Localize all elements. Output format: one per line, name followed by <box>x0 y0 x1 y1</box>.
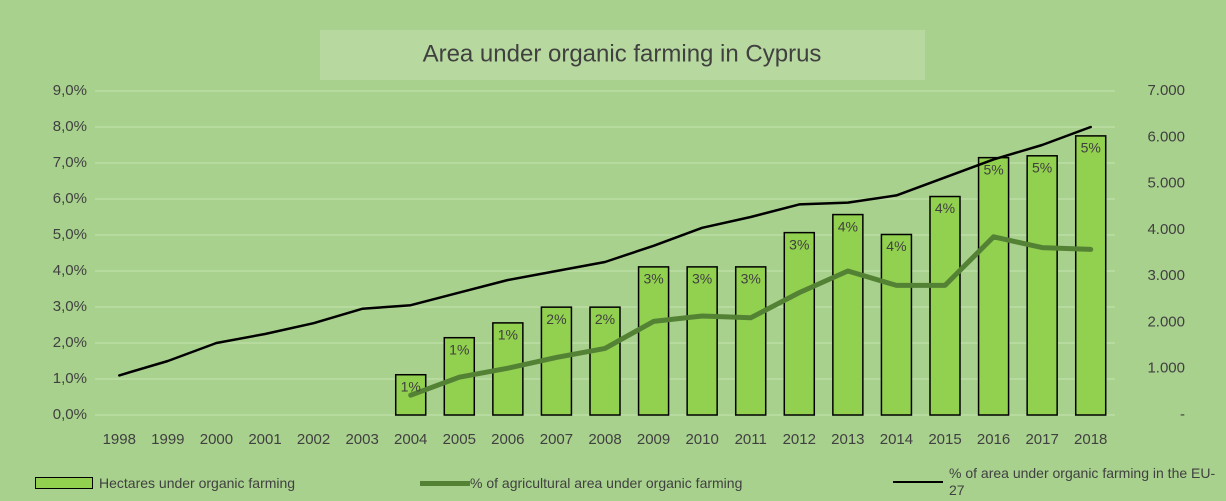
y-tick-label: 1,0% <box>53 370 87 387</box>
x-tick-label: 2017 <box>1025 431 1058 448</box>
x-tick-label: 2004 <box>394 431 427 448</box>
x-tick-label: 2013 <box>831 431 864 448</box>
y2-tick-label: 2.000 <box>1147 313 1185 330</box>
y2-tick-label: 5.000 <box>1147 175 1185 192</box>
x-tick-label: 2002 <box>297 431 330 448</box>
legend-swatch <box>420 480 470 486</box>
bar <box>1074 135 1107 416</box>
x-tick-label: 2005 <box>443 431 476 448</box>
y2-tick-label: 6.000 <box>1147 128 1185 145</box>
data-label: 3% <box>692 271 712 287</box>
x-tick-label: 2008 <box>588 431 621 448</box>
legend-item: % of area under organic farming in the E… <box>893 462 1219 501</box>
x-tick-label: 2011 <box>735 431 767 448</box>
legend-label: % of agricultural area under organic far… <box>470 475 743 491</box>
x-tick-label: 2009 <box>637 431 670 448</box>
bar <box>1026 155 1058 416</box>
line-series <box>118 125 1092 377</box>
y2-tick-label: 1.000 <box>1147 360 1185 377</box>
y-tick-label: 6,0% <box>53 190 87 207</box>
legend-swatch <box>35 477 93 489</box>
y2-tick-label: 7.000 <box>1147 82 1185 99</box>
data-label: 1% <box>401 378 421 394</box>
chart-title: Area under organic farming in Cyprus <box>423 40 822 67</box>
data-label: 4% <box>838 218 858 234</box>
legend-item: % of agricultural area under organic far… <box>420 472 742 494</box>
bar <box>783 231 816 416</box>
y-tick-label: 8,0% <box>53 118 87 135</box>
x-tick-label: 2001 <box>248 431 281 448</box>
x-tick-label: 2015 <box>928 431 961 448</box>
bar <box>929 195 961 416</box>
data-label: 3% <box>789 236 809 252</box>
x-tick-label: 2010 <box>685 431 718 448</box>
data-label: 4% <box>886 238 906 254</box>
y2-tick-label: - <box>1180 406 1185 423</box>
data-label: 1% <box>498 327 518 343</box>
bar <box>686 266 718 416</box>
y-tick-label: 4,0% <box>53 262 87 279</box>
bar <box>977 156 1010 416</box>
y2-tick-label: 4.000 <box>1147 221 1185 238</box>
x-tick-label: 1998 <box>103 431 136 448</box>
line-series <box>408 234 1094 398</box>
y2-tick-label: 3.000 <box>1147 267 1185 284</box>
bar <box>880 233 913 416</box>
data-label: 5% <box>1032 160 1052 176</box>
x-tick-label: 2007 <box>540 431 573 448</box>
data-label: 5% <box>1081 140 1101 156</box>
y-tick-label: 3,0% <box>53 298 87 315</box>
data-label: 5% <box>983 161 1003 177</box>
bar <box>832 213 864 416</box>
x-tick-label: 2018 <box>1074 431 1107 448</box>
y-tick-label: 9,0% <box>53 82 87 99</box>
bar <box>589 306 621 416</box>
legend-swatch <box>893 480 943 484</box>
data-label: 4% <box>935 200 955 216</box>
x-tick-label: 2000 <box>200 431 233 448</box>
y-tick-label: 7,0% <box>53 154 87 171</box>
data-label: 2% <box>595 311 615 327</box>
legend-item: Hectares under organic farming <box>35 472 295 494</box>
x-tick-label: 2003 <box>345 431 378 448</box>
data-label: 2% <box>546 311 566 327</box>
bar <box>637 266 670 416</box>
legend-label: Hectares under organic farming <box>99 475 296 491</box>
bar <box>734 266 767 416</box>
legend-label: % of area under organic farming in the E… <box>949 465 1216 498</box>
y-tick-label: 0,0% <box>53 406 87 423</box>
y-tick-label: 5,0% <box>53 226 87 243</box>
x-tick-label: 2016 <box>977 431 1010 448</box>
x-tick-label: 1999 <box>151 431 184 448</box>
title-box <box>320 30 925 80</box>
x-tick-label: 2012 <box>783 431 816 448</box>
data-label: 3% <box>643 271 663 287</box>
data-label: 3% <box>741 271 761 287</box>
data-label: 1% <box>449 341 469 357</box>
x-tick-label: 2006 <box>491 431 524 448</box>
x-tick-label: 2014 <box>880 431 913 448</box>
y-tick-label: 2,0% <box>53 334 87 351</box>
